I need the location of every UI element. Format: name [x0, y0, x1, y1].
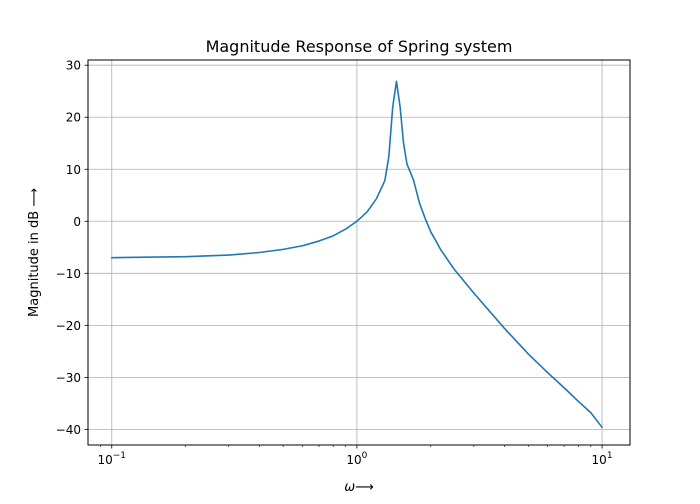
y-tick-label-0: 30 — [66, 59, 81, 73]
plot-frame — [87, 59, 631, 446]
x-axis-label: ω⟶ — [344, 480, 374, 495]
chart-title: Magnitude Response of Spring system — [206, 37, 513, 56]
y-axis-label: Magnitude in dB ⟶ — [27, 188, 42, 317]
x-tick-label-2: 101 — [592, 451, 613, 467]
y-tick-label-6: −30 — [56, 371, 81, 385]
y-tick-label-3: 0 — [73, 215, 81, 229]
plot-area-background — [88, 60, 630, 445]
y-tick-label-2: 10 — [66, 163, 81, 177]
x-tick-label-1: 100 — [346, 451, 367, 467]
series-layer — [110, 80, 603, 429]
y-tick-label-1: 20 — [66, 111, 81, 125]
y-tick-label-7: −40 — [56, 423, 81, 437]
y-tick-label-4: −10 — [56, 267, 81, 281]
grid — [88, 60, 630, 445]
y-tick-label-5: −20 — [56, 319, 81, 333]
series-line-0 — [110, 80, 603, 429]
x-tick-label-0: 10−1 — [97, 451, 126, 467]
